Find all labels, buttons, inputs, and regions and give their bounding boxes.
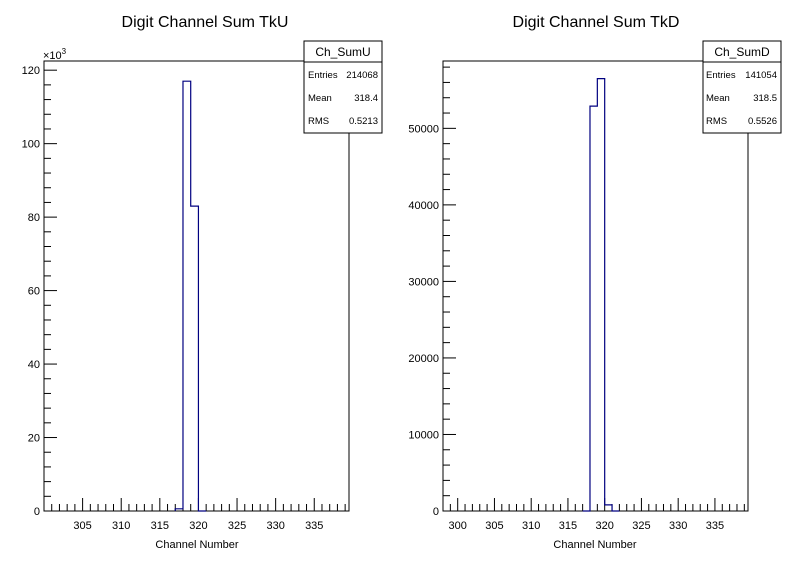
stats-value: 0.5526 [748, 116, 777, 127]
x-tick-label: 330 [669, 520, 687, 532]
y-tick-label: 10000 [408, 429, 439, 441]
plot-axes: 305 310 315 320 325 330 335 0 20 40 60 80 100 120 [22, 60, 350, 532]
y-tick-label: 120 [22, 65, 40, 77]
x-tick-label: 310 [112, 520, 130, 532]
y-tick-label: 20 [28, 433, 40, 445]
stats-box-name: Ch_SumD [714, 45, 770, 59]
chart-title: Digit Channel Sum TkU [122, 14, 289, 31]
stats-box-name: Ch_SumU [315, 45, 370, 59]
stats-label: Mean [706, 93, 730, 104]
x-tick-label: 305 [485, 520, 503, 532]
x-tick-label: 320 [189, 520, 207, 532]
y-tick-label: 30000 [408, 276, 439, 288]
stats-box-frame [303, 40, 383, 134]
x-tick-label: 320 [596, 520, 614, 532]
x-tick-label: 330 [266, 520, 284, 532]
y-tick-label: 80 [28, 212, 40, 224]
y-tick-label: 100 [22, 139, 40, 151]
plot-frame [442, 60, 749, 512]
y-tick-label: 20000 [408, 353, 439, 365]
stats-value: 318.4 [354, 93, 378, 104]
x-axis-label: Channel Number [155, 539, 238, 551]
stats-box: Ch_SumU Entries 214068 Mean 318.4 RMS 0.… [303, 40, 383, 134]
y-exponent-label: ×103 [43, 47, 67, 62]
stats-label: RMS [308, 116, 329, 127]
y-tick-label: 60 [28, 286, 40, 298]
histogram-outline [582, 78, 620, 512]
stats-label: Mean [308, 93, 332, 104]
x-tick-label: 335 [305, 520, 323, 532]
y-tick-label: 40000 [408, 200, 439, 212]
chart-title: Digit Channel Sum TkD [513, 14, 680, 31]
plot-axes: 300 305 310 315 320 325 330 335 0 10000 20000 30000… [408, 60, 749, 532]
stats-label: RMS [706, 116, 727, 127]
stats-value: 0.5213 [349, 116, 378, 127]
x-tick-label: 315 [559, 520, 577, 532]
y-tick-label: 50000 [408, 123, 439, 135]
stats-box: Ch_SumD Entries 141054 Mean 318.5 RMS 0.… [702, 40, 782, 134]
stats-label: Entries [308, 70, 338, 81]
histogram-bars [582, 78, 620, 512]
x-tick-label: 315 [151, 520, 169, 532]
x-tick-label: 305 [73, 520, 91, 532]
stats-value: 318.5 [753, 93, 777, 104]
x-tick-label: 325 [228, 520, 246, 532]
plot-frame [43, 60, 350, 512]
x-axis-label: Channel Number [553, 539, 636, 551]
x-tick-label: 325 [632, 520, 650, 532]
histogram-panel-tku: Digit Channel Sum TkU ×103 305 310 315 320 3… [22, 14, 383, 551]
y-tick-label: 0 [34, 506, 40, 518]
y-tick-label: 40 [28, 359, 40, 371]
histogram-outline [174, 80, 207, 512]
y-tick-label: 0 [433, 506, 439, 518]
stats-value: 214068 [346, 70, 378, 81]
stats-label: Entries [706, 70, 736, 81]
histogram-bars [174, 80, 207, 512]
x-tick-label: 310 [522, 520, 540, 532]
x-tick-label: 335 [706, 520, 724, 532]
stats-value: 141054 [745, 70, 777, 81]
stats-box-frame [702, 40, 782, 134]
histogram-panel-tkd: Digit Channel Sum TkD 300 305 310 315 320 325… [408, 14, 782, 551]
x-tick-label: 300 [449, 520, 467, 532]
